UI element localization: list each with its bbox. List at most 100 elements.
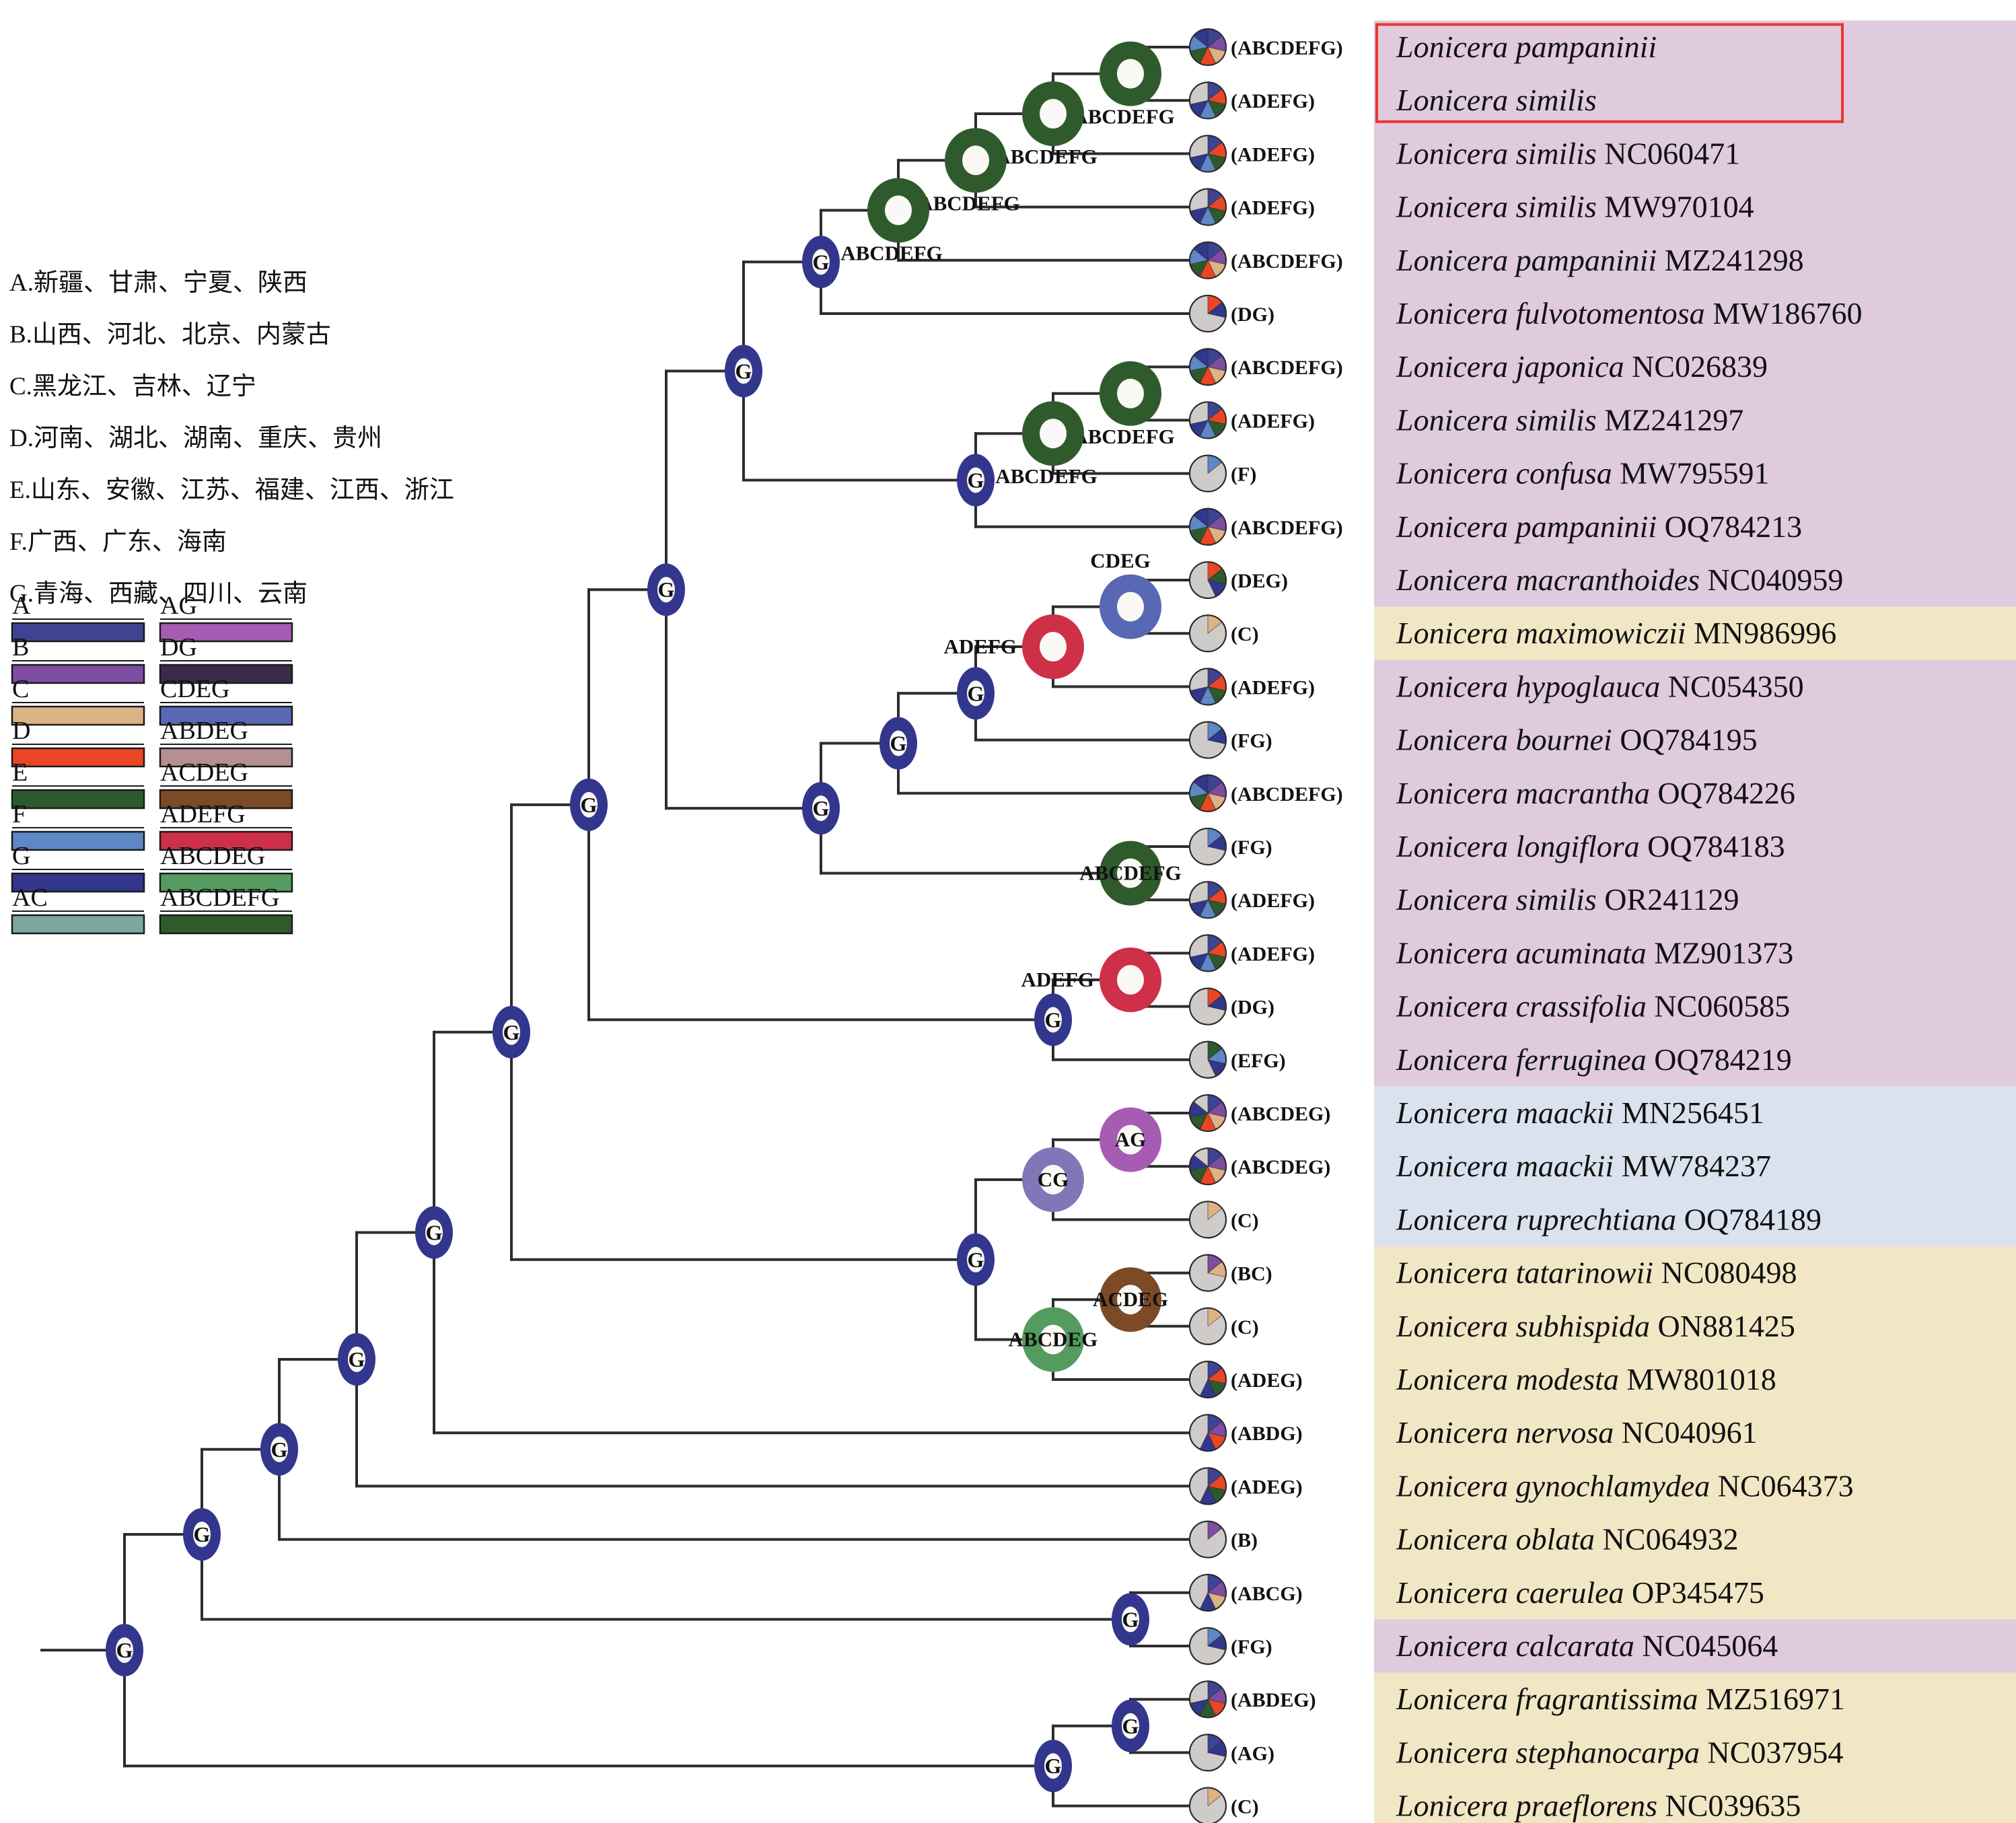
node-donut-hole (1040, 99, 1067, 129)
species-accession: NC040959 (1700, 563, 1843, 597)
species-label: Lonicera similis (1396, 83, 1597, 117)
tip-row-22: (ABCDEG) (1189, 1147, 1330, 1186)
species-accession: OQ784226 (1650, 776, 1795, 810)
tip-pie-ring (1189, 1147, 1227, 1186)
tip-pie-ring (1189, 507, 1227, 546)
species-name: Lonicera ferruginea (1396, 1042, 1647, 1077)
swatch-bar-ACDEG (159, 789, 293, 810)
node-label-G: G (1122, 1607, 1139, 1631)
node-label-CG: CG (1038, 1168, 1069, 1191)
internal-node-ABCDEFG: ABCDEFG (995, 81, 1097, 168)
tip-region-label: (ABDG) (1231, 1423, 1303, 1445)
tip-row-24: (BC) (1189, 1254, 1272, 1292)
legend-region-E: E.山东、安徽、江苏、福建、江西、浙江 (9, 476, 454, 504)
species-label: Lonicera similis NC060471 (1396, 136, 1740, 170)
swatch-bar-ADEFG (159, 830, 293, 851)
node-donut-hole (1117, 965, 1144, 995)
tip-row-25: (C) (1189, 1307, 1259, 1345)
tip-row-19: (DG) (1189, 987, 1274, 1026)
node-donut-hole (271, 1436, 288, 1462)
legend-region-B: B.山西、河北、北京、内蒙古 (9, 320, 331, 349)
internal-node-CG: CG (1022, 1147, 1084, 1212)
species-label: Lonicera macrantha OQ784226 (1396, 776, 1795, 810)
species-accession: MW801018 (1619, 1362, 1776, 1396)
node-donut-hole (1117, 592, 1144, 622)
internal-node-CDEG: CDEG (1090, 549, 1161, 639)
species-name: Lonicera similis (1396, 882, 1597, 917)
node-label-G: G (349, 1347, 365, 1371)
species-accession: NC037954 (1700, 1735, 1843, 1769)
internal-node-G: G (260, 1423, 298, 1476)
species-name: Lonicera similis (1396, 190, 1597, 224)
internal-node-G: G (338, 1332, 375, 1386)
legend-region-C: C.黑龙江、吉林、辽宁 (9, 372, 256, 400)
node-donut-hole (1117, 1285, 1144, 1315)
species-band-cream (1374, 606, 2016, 660)
node-donut-hole (1122, 1713, 1139, 1739)
species-band-pink (1374, 20, 2016, 607)
species-label: Lonicera confusa MW795591 (1396, 456, 1770, 491)
species-name: Lonicera gynochlamydea (1396, 1468, 1710, 1503)
species-label: Lonicera similis MW970104 (1396, 190, 1754, 224)
tip-row-1: (ABCDEFG) (1189, 28, 1343, 66)
species-name: Lonicera hypoglauca (1396, 669, 1660, 703)
swatch-label-F: F (12, 800, 26, 828)
node-donut-hole (1040, 632, 1067, 662)
internal-nodes: ABCDEFG ABCDEFG ABCDEFG ABCDEFG G ABCDEFG ABCD… (106, 41, 1182, 1793)
node-donut-hole (1040, 1324, 1067, 1355)
tip-pie-ring (1189, 561, 1227, 599)
tip-region-label: (B) (1231, 1530, 1258, 1552)
tip-row-9: (F) (1189, 454, 1256, 493)
node-donut-hole (1040, 1165, 1067, 1194)
swatch-bar-D (11, 747, 145, 768)
swatch-bar-AC (11, 914, 145, 935)
node-donut-hole (1117, 378, 1144, 408)
species-name: Lonicera ruprechtiana (1396, 1202, 1676, 1236)
tip-row-28: (ADEG) (1189, 1467, 1303, 1505)
species-label: Lonicera japonica NC026839 (1396, 349, 1768, 384)
tip-row-2: (ADEFG) (1189, 81, 1315, 120)
species-band-group (1374, 20, 2016, 1823)
node-label-ADEFG: ADEFG (944, 635, 1017, 658)
tip-region-label: (ADEFG) (1231, 90, 1315, 112)
swatch-bar-ABDEG (159, 747, 293, 768)
tip-region-label: (FG) (1231, 836, 1272, 859)
species-accession: ON881425 (1650, 1309, 1795, 1343)
tip-region-label: (ADEG) (1231, 1369, 1303, 1392)
species-label: Lonicera gynochlamydea NC064373 (1396, 1468, 1854, 1503)
species-name: Lonicera maximowiczii (1396, 616, 1686, 650)
swatch-bar-E (11, 789, 145, 810)
node-donut-hole (425, 1219, 443, 1246)
node-label-G: G (271, 1437, 288, 1462)
internal-node-AG: AG (1100, 1107, 1161, 1172)
tip-pie-ring (1189, 28, 1227, 66)
tip-row-20: (EFG) (1189, 1040, 1286, 1079)
node-label-G: G (116, 1638, 133, 1662)
species-accession: OQ784213 (1657, 509, 1802, 544)
species-accession: NC040961 (1614, 1415, 1757, 1450)
tip-pie-ring (1189, 295, 1227, 332)
tip-pie-ring (1189, 1307, 1227, 1345)
legend-region-F: F.广西、广东、海南 (9, 528, 227, 556)
tip-row-13: (ADEFG) (1189, 668, 1315, 706)
tip-row-17: (ADEFG) (1189, 881, 1315, 919)
tip-pie-ring (1189, 881, 1227, 919)
legend: A.新疆、甘肃、宁夏、陕西 B.山西、河北、北京、内蒙古 C.黑龙江、吉林、辽宁 D.… (9, 269, 454, 935)
species-label: Lonicera maackii MN256451 (1396, 1096, 1764, 1130)
node-donut-hole (812, 249, 830, 275)
tip-pie-ring (1189, 1787, 1227, 1823)
swatch-label-E: E (12, 758, 28, 787)
species-name: Lonicera maackii (1396, 1096, 1614, 1130)
node-donut-hole (1117, 858, 1144, 888)
node-label-ABCDEFG: ABCDEFG (840, 242, 943, 265)
species-accession: NC060471 (1597, 136, 1740, 170)
tip-row-6: (DG) (1189, 295, 1274, 332)
species-name: Lonicera nervosa (1396, 1415, 1614, 1450)
species-name: Lonicera pampaninii (1396, 30, 1657, 64)
node-donut-hole (193, 1522, 211, 1548)
species-accession: MW795591 (1612, 456, 1770, 491)
tip-pie-ring (1189, 1414, 1227, 1452)
node-label-G: G (968, 1248, 984, 1272)
internal-node-ABCDEFG: ABCDEFG (1073, 361, 1175, 448)
species-label: Lonicera acuminata MZ901373 (1396, 935, 1793, 970)
